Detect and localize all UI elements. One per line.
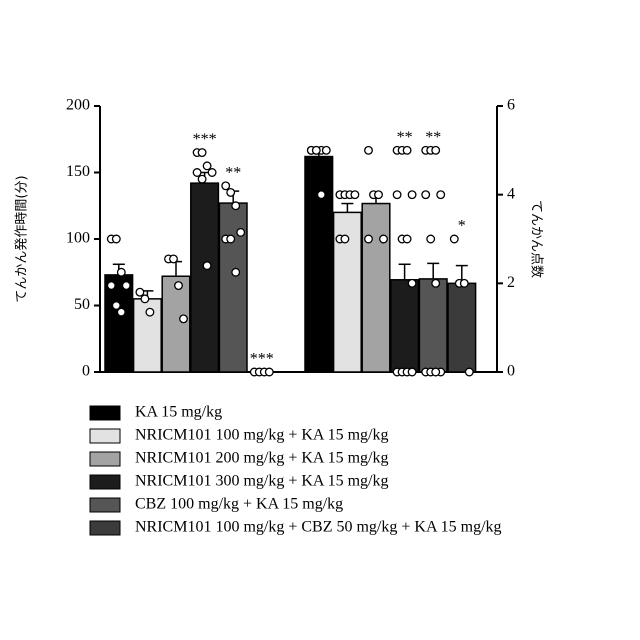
bar bbox=[162, 276, 190, 372]
y-tick-label: 0 bbox=[82, 363, 90, 380]
data-point bbox=[422, 191, 430, 199]
data-point bbox=[175, 282, 183, 290]
data-point bbox=[318, 191, 326, 199]
data-point bbox=[108, 282, 116, 290]
significance: *** bbox=[193, 131, 217, 148]
data-point bbox=[198, 175, 206, 183]
legend-swatch bbox=[90, 498, 120, 512]
data-point bbox=[118, 308, 126, 316]
data-point bbox=[222, 182, 230, 190]
data-point bbox=[266, 368, 274, 376]
data-point bbox=[113, 235, 121, 243]
data-point bbox=[393, 191, 401, 199]
data-point bbox=[227, 235, 235, 243]
data-point bbox=[403, 235, 411, 243]
data-point bbox=[323, 147, 331, 155]
legend-label: CBZ 100 mg/kg + KA 15 mg/kg bbox=[135, 496, 343, 513]
data-point bbox=[193, 169, 201, 177]
bar bbox=[219, 203, 247, 372]
legend-label: NRICM101 200 mg/kg + KA 15 mg/kg bbox=[135, 450, 388, 467]
legend-label: KA 15 mg/kg bbox=[135, 404, 222, 421]
data-point bbox=[461, 280, 469, 288]
legend-label: NRICM101 300 mg/kg + KA 15 mg/kg bbox=[135, 473, 388, 490]
y-tick-label: 50 bbox=[74, 296, 90, 313]
data-point bbox=[170, 255, 178, 263]
bar bbox=[448, 283, 476, 372]
legend-label: NRICM101 100 mg/kg + CBZ 50 mg/kg + KA 1… bbox=[135, 519, 502, 536]
data-point bbox=[432, 368, 440, 376]
data-point bbox=[408, 280, 416, 288]
data-point bbox=[198, 149, 206, 157]
data-point bbox=[227, 189, 235, 197]
data-point bbox=[403, 147, 411, 155]
bar bbox=[105, 275, 133, 372]
legend-swatch bbox=[90, 452, 120, 466]
data-point bbox=[432, 280, 440, 288]
data-point bbox=[232, 268, 240, 276]
data-point bbox=[136, 288, 144, 296]
y-tick-label: 200 bbox=[66, 97, 90, 114]
bar bbox=[391, 280, 419, 372]
data-point bbox=[437, 191, 445, 199]
data-point bbox=[380, 235, 388, 243]
data-point bbox=[427, 235, 435, 243]
data-point bbox=[123, 282, 131, 290]
legend-swatch bbox=[90, 406, 120, 420]
data-point bbox=[180, 315, 188, 323]
bar bbox=[362, 204, 390, 372]
data-point bbox=[351, 191, 359, 199]
y2-tick-label: 4 bbox=[507, 185, 515, 202]
y-axis-label: てんかん発作時間(分) bbox=[15, 175, 30, 302]
legend-swatch bbox=[90, 521, 120, 535]
y2-tick-label: 0 bbox=[507, 363, 515, 380]
data-point bbox=[118, 268, 126, 276]
data-point bbox=[451, 235, 459, 243]
significance: ** bbox=[225, 164, 241, 181]
y2-tick-label: 2 bbox=[507, 274, 515, 291]
data-point bbox=[375, 191, 383, 199]
bar bbox=[191, 183, 219, 372]
data-point bbox=[232, 202, 240, 210]
data-point bbox=[365, 235, 373, 243]
data-point bbox=[203, 162, 211, 170]
bar bbox=[305, 157, 333, 372]
data-point bbox=[141, 295, 149, 303]
legend-swatch bbox=[90, 429, 120, 443]
significance: ** bbox=[397, 129, 413, 146]
data-point bbox=[203, 262, 211, 270]
y-tick-label: 150 bbox=[66, 163, 90, 180]
chart: てんかん発作時間(分) てんかん点数 0 50 100 150 200 0 2 4 6 KA 15… bbox=[0, 0, 640, 640]
data-point bbox=[237, 229, 245, 237]
bar bbox=[419, 279, 447, 372]
significance: ** bbox=[425, 129, 441, 146]
data-point bbox=[113, 302, 121, 310]
data-point bbox=[408, 191, 416, 199]
y-tick-label: 100 bbox=[66, 230, 90, 247]
legend-label: NRICM101 100 mg/kg + KA 15 mg/kg bbox=[135, 427, 388, 444]
data-point bbox=[341, 235, 349, 243]
significance: *** bbox=[250, 351, 274, 368]
y2-tick-label: 6 bbox=[507, 97, 515, 114]
data-point bbox=[408, 368, 416, 376]
data-point bbox=[146, 308, 154, 316]
legend-swatch bbox=[90, 475, 120, 489]
data-point bbox=[365, 147, 373, 155]
data-point bbox=[208, 169, 216, 177]
y2-axis-label: てんかん点数 bbox=[529, 200, 544, 278]
significance: * bbox=[458, 218, 466, 235]
data-point bbox=[432, 147, 440, 155]
data-point bbox=[313, 147, 321, 155]
data-point bbox=[466, 368, 474, 376]
